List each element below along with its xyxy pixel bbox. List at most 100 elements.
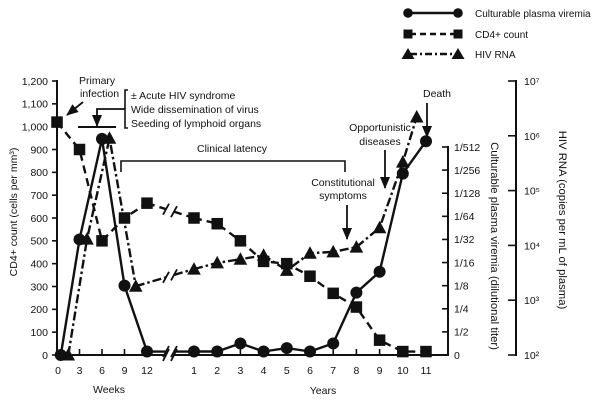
x-axis-tick-label: 5 (284, 365, 290, 377)
viremia-point (257, 345, 270, 358)
hiv-rna-axis-tick-label: 10⁷ (524, 76, 540, 88)
hiv-rna-point (303, 246, 317, 259)
opportunistic-diseases-text-line: Opportunistic (349, 122, 411, 134)
hiv-rna-axis-title: HIV RNA (copies per mL of plasma) (556, 131, 568, 310)
legend-viremia-label: Culturable plasma viremia (475, 9, 591, 20)
legend-square-icon (403, 29, 413, 39)
left-axis-tick-label: 300 (30, 281, 48, 293)
x-axis-title-years: Years (310, 385, 336, 397)
clinical-latency-bracket (120, 160, 346, 172)
hiv-rna-axis-tick-label: 10⁴ (524, 240, 540, 252)
hiv-rna-line-break-left (135, 276, 167, 288)
viremia-axis-tick-label: 1/256 (454, 165, 480, 177)
primary-infection-text-line: infection (80, 88, 119, 100)
annotation-death: Death (422, 88, 451, 138)
legend-entry-cd4: CD4+ count (403, 29, 528, 41)
x-axis-title-weeks: Weeks (93, 384, 125, 396)
left-axis-tick-label: 1,100 (22, 99, 48, 111)
cd4-point (96, 235, 108, 247)
left-axis-tick-label: 400 (30, 258, 48, 270)
viremia-axis-tick-label: 1/8 (454, 280, 469, 292)
viremia-point (54, 349, 67, 361)
legend-triangle-icon (451, 48, 465, 59)
cd4-point (373, 334, 386, 346)
hiv-rna-axis-tick-label: 10² (524, 350, 540, 362)
x-axis-tick-label: 6 (307, 365, 313, 377)
left-axis-tick-label: 500 (30, 236, 48, 248)
left-axis-title: CD4+ count (cells per mm³) (8, 148, 20, 277)
acute-phase-text-line: ± Acute HIV syndrome (131, 90, 236, 102)
hiv-rna-point (280, 263, 294, 276)
hiv-rna-point (396, 155, 410, 168)
viremia-point (141, 345, 153, 358)
legend-cd4-label: CD4+ count (475, 30, 528, 41)
constitutional-symptoms-text-line: Constitutional (311, 177, 375, 189)
x-axis-tick-label: 8 (353, 365, 359, 377)
hiv-rna-point (349, 240, 364, 253)
x-axis-break-mark (162, 348, 170, 362)
viremia-axis-title: Culturable plasma viremia (dilutional ti… (488, 142, 500, 350)
x-axis-tick-label: 6 (99, 365, 105, 377)
cd4-point (234, 235, 247, 247)
annotations: Primary infection ± Acute HIV syndrome W… (66, 75, 451, 240)
cd4-point (397, 345, 409, 358)
acute-phase-text-line: Seeding of lymphoid organs (131, 118, 261, 130)
viremia-break-mark (170, 345, 178, 358)
legend-entry-hiv-rna: HIV RNA (401, 48, 516, 61)
axis-ticks: 01002003004005006007008009001,0001,1001,… (22, 76, 540, 377)
viremia-point (396, 167, 409, 180)
left-axis-tick-label: 1,000 (22, 121, 48, 133)
hiv-rna-point (326, 244, 340, 258)
hiv-rna-point (128, 279, 143, 292)
viremia-axis-tick-label: 1/512 (454, 142, 480, 154)
legend-circle-icon (453, 8, 463, 18)
annotation-acute-phase: ± Acute HIV syndrome Wide dissemination … (78, 89, 261, 130)
constitutional-symptoms-text-line: symptoms (319, 190, 367, 202)
x-axis-tick-label: 0 (55, 365, 61, 377)
legend: Culturable plasma viremia CD4+ count HIV… (401, 8, 591, 61)
annotation-constitutional-symptoms: Constitutional symptoms (311, 177, 375, 240)
x-axis-tick-label: 3 (77, 365, 83, 377)
primary-infection-arrow (66, 101, 84, 116)
cd4-series (51, 116, 432, 358)
viremia-point (234, 337, 247, 350)
hiv-rna-point (187, 262, 201, 275)
hiv-rna-axis-tick-label: 10⁵ (524, 186, 540, 198)
hiv-rna-point (409, 110, 424, 123)
viremia-axis-tick-label: 1/64 (454, 211, 475, 223)
x-axis-tick-label: 4 (261, 365, 267, 377)
cd4-point (420, 345, 432, 358)
viremia-point (327, 337, 340, 350)
hiv-rna-break-mark (162, 271, 170, 284)
left-axis-tick-label: 1,200 (22, 76, 48, 88)
left-axis-tick-label: 700 (30, 190, 48, 202)
x-axis-tick-label: 9 (122, 365, 128, 377)
cd4-point (281, 257, 293, 270)
cd4-break-mark (170, 205, 178, 218)
hiv-rna-line-weeks (67, 137, 137, 356)
viremia-point (420, 135, 432, 148)
legend-hiv-rna-label: HIV RNA (475, 50, 516, 61)
cd4-point (304, 270, 316, 282)
hiv-rna-point (210, 255, 224, 269)
viremia-line-weeks (59, 137, 149, 356)
x-axis-tick-label: 9 (377, 365, 383, 377)
viremia-point (280, 342, 293, 355)
legend-circle-icon (403, 8, 413, 18)
acute-phase-arrow (92, 108, 125, 127)
left-axis-tick-label: 900 (30, 144, 48, 156)
viremia-axis-tick-label: 1/128 (454, 188, 480, 200)
annotation-opportunistic-diseases: Opportunistic diseases (349, 122, 411, 189)
viremia-point (211, 345, 224, 358)
hiv-rna-axis-tick-label: 10⁶ (524, 131, 540, 143)
x-axis-tick-label: 10 (397, 365, 409, 377)
left-axis-tick-label: 800 (30, 167, 48, 179)
legend-triangle-icon (401, 48, 415, 59)
hiv-rna-point (372, 220, 387, 234)
x-axis-tick-label: 3 (237, 365, 243, 377)
death-text: Death (423, 88, 451, 100)
legend-square-icon (453, 29, 463, 39)
hiv-rna-axis-tick-label: 10³ (524, 295, 540, 307)
left-axis-tick-label: 100 (30, 327, 48, 339)
cd4-line-weeks (56, 121, 148, 243)
